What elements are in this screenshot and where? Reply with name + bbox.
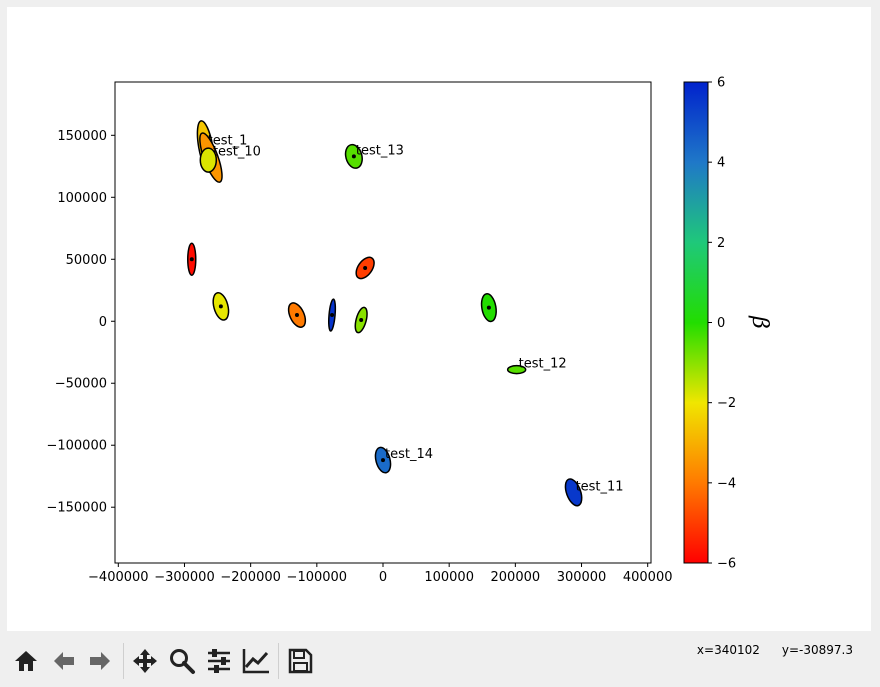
zoom-icon[interactable] [166, 645, 198, 677]
save-icon[interactable] [284, 645, 316, 677]
figure-canvas[interactable]: −400000 −300000 −200000 −100000 0 100000 20000… [7, 7, 871, 631]
coords-y: y=-30897.3 [781, 643, 853, 657]
x-tick-label: 100000 [424, 570, 474, 585]
x-tick-label: −400000 [88, 570, 149, 585]
y-tick-label: 0 [99, 315, 107, 330]
x-tick-label: −200000 [220, 570, 281, 585]
point-label: test_1 [208, 133, 248, 148]
cursor-coordinates: x=340102 y=-30897.3 [675, 643, 853, 657]
point-label: test_12 [519, 357, 567, 372]
y-tick-label: 150000 [57, 129, 107, 144]
x-tick-label: −300000 [154, 570, 215, 585]
x-tick-label: 300000 [557, 570, 607, 585]
colorbar-tick-label: 4 [717, 156, 725, 171]
coords-x: x=340102 [696, 643, 760, 657]
ellipse-marker [564, 478, 583, 507]
x-tick-label: −100000 [287, 570, 348, 585]
y-tick-label: −50000 [55, 377, 107, 392]
colorbar-label: β [747, 315, 772, 329]
x-tick-label: 400000 [623, 570, 673, 585]
x-tick-label: 200000 [491, 570, 541, 585]
colorbar-tick-label: 6 [717, 76, 725, 91]
forward-arrow-icon[interactable] [84, 645, 116, 677]
edit-axes-icon[interactable] [240, 645, 272, 677]
colorbar-tick-label: 2 [717, 236, 725, 251]
point-label: test_14 [385, 447, 433, 462]
y-tick-label: −100000 [46, 439, 107, 454]
x-tick-label: 0 [379, 570, 387, 585]
colorbar-tick-label: −4 [717, 476, 736, 491]
colorbar-tick-label: −6 [717, 557, 736, 572]
point-marker [294, 313, 299, 318]
home-icon[interactable] [10, 645, 42, 677]
point-label: test_11 [576, 479, 624, 494]
back-arrow-icon[interactable] [48, 645, 80, 677]
navigation-toolbar: x=340102 y=-30897.3 [0, 633, 880, 687]
colorbar [683, 81, 709, 564]
point-marker [351, 154, 356, 159]
y-tick-label: 50000 [66, 253, 107, 268]
point-label: test_13 [356, 143, 404, 158]
pan-icon[interactable] [129, 645, 161, 677]
point-marker [189, 257, 194, 262]
y-tick-label: 100000 [57, 191, 107, 206]
point-label: test_10 [213, 145, 261, 160]
colorbar-tick-label: 0 [717, 316, 725, 331]
ellipse-marker [199, 147, 218, 173]
y-tick-label: −150000 [46, 501, 107, 516]
configure-subplots-icon[interactable] [203, 645, 235, 677]
plot-svg[interactable]: −400000 −300000 −200000 −100000 0 100000 20000… [7, 7, 871, 631]
ellipse-marker [506, 364, 527, 375]
colorbar-tick-label: −2 [717, 396, 736, 411]
point-marker [363, 265, 368, 270]
point-marker [218, 304, 223, 309]
point-marker [486, 305, 491, 310]
point-marker [359, 318, 364, 323]
point-marker [381, 458, 385, 463]
point-marker [330, 313, 335, 318]
